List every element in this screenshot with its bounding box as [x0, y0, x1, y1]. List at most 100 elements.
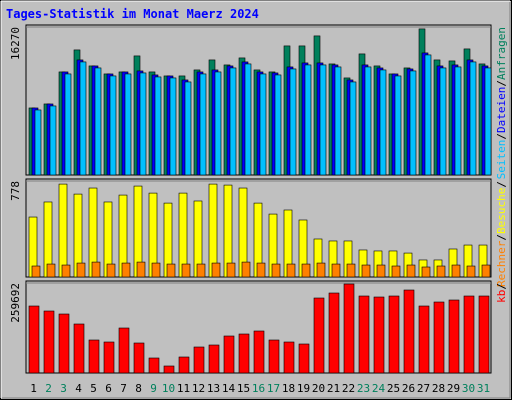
x-tick-label: 3 [60, 382, 67, 395]
bar [346, 263, 356, 278]
bar [94, 67, 102, 176]
x-tick-label: 5 [90, 382, 97, 395]
bar [118, 327, 130, 374]
bar [154, 76, 162, 176]
bar [58, 313, 70, 374]
bar [166, 263, 176, 278]
bar [271, 263, 281, 278]
bar [394, 75, 402, 176]
bar [121, 262, 131, 278]
bar [388, 295, 400, 374]
x-tick-label: 9 [150, 382, 157, 395]
bar [28, 305, 40, 374]
bar [454, 66, 462, 176]
bar [286, 263, 296, 278]
bar [358, 295, 370, 374]
bar [448, 299, 460, 374]
bar [109, 75, 117, 176]
x-tick-label: 4 [75, 382, 82, 395]
x-tick-label: 18 [282, 382, 295, 395]
x-tick-label: 25 [387, 382, 400, 395]
bar [178, 356, 190, 374]
bar [196, 263, 206, 278]
bar [31, 265, 41, 278]
bar [268, 339, 280, 374]
bar [328, 292, 340, 374]
bar [301, 263, 311, 278]
bar [379, 69, 387, 176]
bar [451, 264, 461, 278]
bar [478, 295, 490, 374]
bar [208, 344, 220, 374]
bar [61, 264, 71, 278]
legend-separator: / [495, 234, 508, 241]
bar [64, 73, 72, 176]
legend-entry: kb [495, 290, 508, 303]
bar [169, 77, 177, 176]
x-tick-label: 8 [135, 382, 142, 395]
x-tick-label: 31 [477, 382, 490, 395]
x-tick-label: 21 [327, 382, 340, 395]
bar [256, 262, 266, 278]
bar [481, 264, 491, 278]
bar [343, 283, 355, 374]
bar [241, 261, 251, 278]
bar [214, 71, 222, 176]
bar [259, 73, 267, 176]
x-tick-label: 29 [447, 382, 460, 395]
legend-separator: / [495, 283, 508, 290]
bar [151, 262, 161, 278]
bar [409, 70, 417, 176]
legend: Seiten/Dateien/Anfragen [495, 27, 508, 179]
legend-separator: / [495, 133, 508, 140]
x-tick-label: 1 [30, 382, 37, 395]
x-tick-label: 27 [417, 382, 430, 395]
bar [304, 64, 312, 176]
bar [433, 301, 445, 374]
bar [148, 357, 160, 374]
legend-separator: / [495, 181, 508, 188]
bar [103, 341, 115, 374]
bar [421, 266, 431, 278]
legend-separator: / [495, 80, 508, 87]
x-tick-label: 23 [357, 382, 370, 395]
bar [469, 61, 477, 176]
x-tick-label: 28 [432, 382, 445, 395]
bar [49, 105, 57, 176]
x-tick-label: 10 [162, 382, 175, 395]
x-tick-label: 6 [105, 382, 112, 395]
x-tick-label: 17 [267, 382, 280, 395]
bar [313, 297, 325, 374]
y-tick-label: 778 [9, 181, 22, 201]
bar [391, 265, 401, 278]
legend-entry: Rechner [495, 240, 508, 287]
bar [181, 263, 191, 278]
y-tick-label: 259692 [9, 283, 22, 323]
bar [406, 264, 416, 278]
bar [124, 73, 132, 176]
bar [136, 261, 146, 278]
legend-entry: Anfragen [495, 27, 508, 80]
x-tick-label: 22 [342, 382, 355, 395]
x-tick-label: 24 [372, 382, 386, 395]
bar [229, 67, 237, 176]
bar [139, 72, 147, 176]
bar [349, 81, 357, 176]
y-tick-label: 16270 [9, 27, 22, 60]
bar [46, 263, 56, 278]
bar [238, 333, 250, 374]
bar [34, 109, 42, 176]
bar [106, 263, 116, 278]
legend-entry: Seiten [495, 140, 508, 180]
x-tick-label: 11 [177, 382, 190, 395]
bar [418, 305, 430, 374]
bar [436, 265, 446, 278]
bar [403, 289, 415, 374]
x-tick-label: 26 [402, 382, 415, 395]
legend-entry: Besuche [495, 188, 508, 234]
bar [373, 296, 385, 374]
x-tick-label: 15 [237, 382, 250, 395]
x-tick-label: 19 [297, 382, 310, 395]
bar [334, 66, 342, 176]
